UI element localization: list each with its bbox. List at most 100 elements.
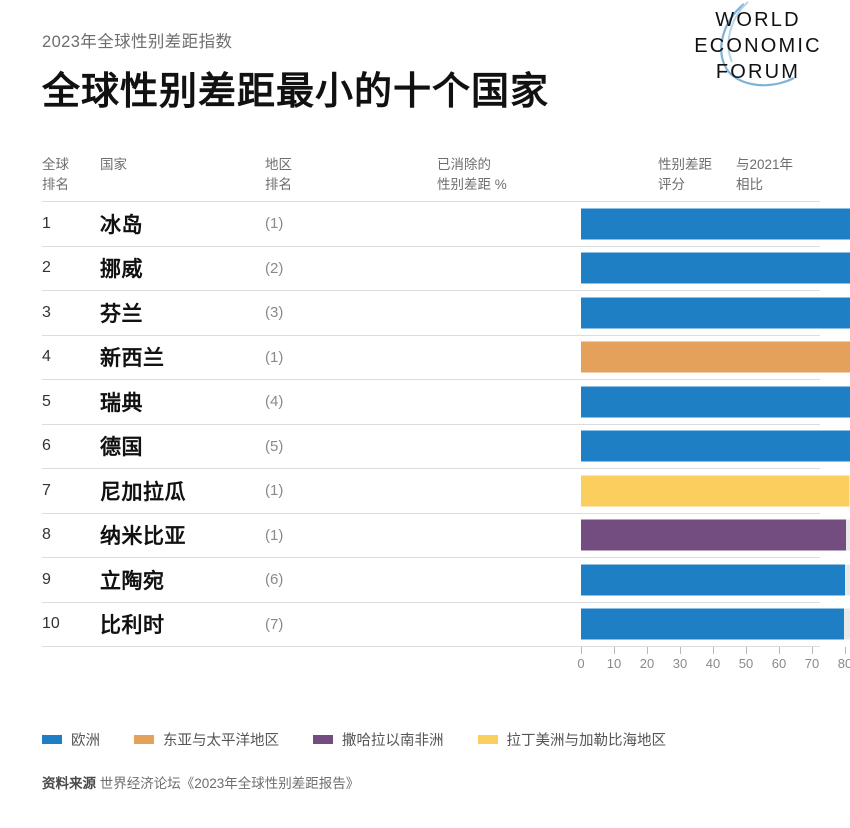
column-header-global-rank: 全球 排名 [42, 157, 69, 192]
row-country-name: 立陶宛 [100, 569, 165, 593]
ranking-table: 全球 排名 国家 地区 排名 已消除的 性别差距 % 性别差距 评分 与2021… [42, 155, 850, 677]
legend-item: 拉丁美洲与加勒比海地区 [477, 729, 667, 750]
axis-tick [713, 647, 714, 654]
bar-track [581, 208, 850, 240]
axis-tick-label: 60 [771, 656, 787, 671]
axis-tick [581, 647, 582, 654]
eyebrow-subtitle: 2023年全球性别差距指数 [42, 33, 233, 51]
bar-track [581, 608, 850, 640]
row-global-rank: 7 [42, 481, 51, 499]
legend-swatch [313, 735, 333, 744]
row-region-rank: (1) [265, 526, 284, 544]
svg-text:WORLD: WORLD [715, 9, 800, 31]
svg-text:FORUM: FORUM [716, 61, 800, 83]
axis-tick [779, 647, 780, 654]
column-header-country: 国家 [100, 157, 127, 172]
column-header-change: 与2021年 相比 [736, 157, 794, 192]
row-region-rank: (4) [265, 393, 284, 411]
legend-item: 撒哈拉以南非洲 [313, 729, 444, 750]
legend-label: 拉丁美洲与加勒比海地区 [506, 733, 667, 749]
x-axis: 0102030405060708090100 [577, 647, 850, 673]
world-economic-forum-logo: WORLD ECONOMIC FORUM [678, 0, 838, 96]
legend-label: 撒哈拉以南非洲 [342, 733, 444, 749]
axis-tick [614, 647, 615, 654]
row-global-rank: 2 [42, 259, 51, 277]
row-global-rank: 1 [42, 214, 51, 232]
bar-track [581, 519, 850, 551]
row-global-rank: 5 [42, 392, 51, 410]
column-header-score: 性别差距 评分 [658, 157, 712, 192]
row-region-rank: (1) [265, 215, 284, 233]
table-row: 5瑞典(4)0.815-0.007 [42, 380, 850, 425]
bar-track [581, 252, 850, 284]
axis-tick-label: 40 [705, 656, 721, 671]
bar-fill [581, 386, 850, 418]
svg-text:ECONOMIC: ECONOMIC [694, 35, 822, 57]
row-country-name: 尼加拉瓜 [100, 480, 186, 504]
axis-tick-label: 70 [804, 656, 820, 671]
table-row: 6德国(5)0.8150.014 [42, 425, 850, 469]
axis-tick-label: 20 [639, 656, 655, 671]
column-header-gap-closed: 已消除的 性别差距 % [437, 157, 507, 192]
legend-swatch [134, 735, 154, 744]
axis-tick-label: 80 [837, 656, 850, 671]
row-country-name: 纳米比亚 [100, 525, 186, 549]
legend: 欧洲 东亚与太平洋地区 撒哈拉以南非洲 拉丁美洲与加勒比海地区 [42, 729, 700, 750]
row-country-name: 挪威 [100, 258, 143, 282]
row-global-rank: 3 [42, 303, 51, 321]
axis-tick [647, 647, 648, 654]
table-row: 1冰岛(1)0.9120.004 [42, 201, 850, 247]
legend-label: 东亚与太平洋地区 [163, 733, 279, 749]
bar-track [581, 341, 850, 373]
source-note: 资料来源 世界经济论坛《2023年全球性别差距报告》 [42, 772, 359, 792]
bar-track [581, 564, 850, 596]
row-global-rank: 4 [42, 348, 51, 366]
row-country-name: 瑞典 [100, 391, 143, 415]
bar-track [581, 297, 850, 329]
row-country-name: 比利时 [100, 614, 165, 638]
bar-fill [581, 297, 850, 329]
row-global-rank: 6 [42, 437, 51, 455]
column-header-region-rank: 地区 排名 [265, 157, 292, 192]
row-region-rank: (1) [265, 348, 284, 366]
axis-tick-label: 10 [606, 656, 622, 671]
axis-tick-label: 50 [738, 656, 754, 671]
row-global-rank: 8 [42, 526, 51, 544]
legend-item: 东亚与太平洋地区 [134, 729, 279, 750]
row-region-rank: (1) [265, 482, 284, 500]
legend-label: 欧洲 [71, 733, 100, 749]
axis-tick-label: 0 [577, 656, 585, 671]
bar-fill [581, 608, 844, 640]
axis-tick-label: 30 [672, 656, 688, 671]
bar-fill [581, 252, 850, 284]
row-region-rank: (2) [265, 259, 284, 277]
source-text: 世界经济论坛《2023年全球性别差距报告》 [99, 776, 360, 791]
bar-fill [581, 430, 850, 462]
bar-track [581, 430, 850, 462]
page-title: 全球性别差距最小的十个国家 [42, 70, 550, 113]
bar-fill [581, 519, 846, 551]
header: 2023年全球性别差距指数 全球性别差距最小的十个国家 [42, 34, 820, 144]
bar-fill [581, 341, 850, 373]
row-region-rank: (3) [265, 304, 284, 322]
row-region-rank: (5) [265, 437, 284, 455]
row-country-name: 冰岛 [100, 213, 143, 237]
source-label: 资料来源 [42, 776, 96, 791]
bar-fill [581, 564, 845, 596]
row-global-rank: 10 [42, 615, 60, 633]
bar-fill [581, 208, 850, 240]
table-row: 2挪威(2)0.8790.034 [42, 247, 850, 291]
axis-tick [812, 647, 813, 654]
row-region-rank: (7) [265, 615, 284, 633]
axis-tick [746, 647, 747, 654]
table-row: 3芬兰(3)0.8630.003 [42, 291, 850, 336]
row-global-rank: 9 [42, 570, 51, 588]
axis-tick [845, 647, 846, 654]
bar-fill [581, 475, 849, 507]
